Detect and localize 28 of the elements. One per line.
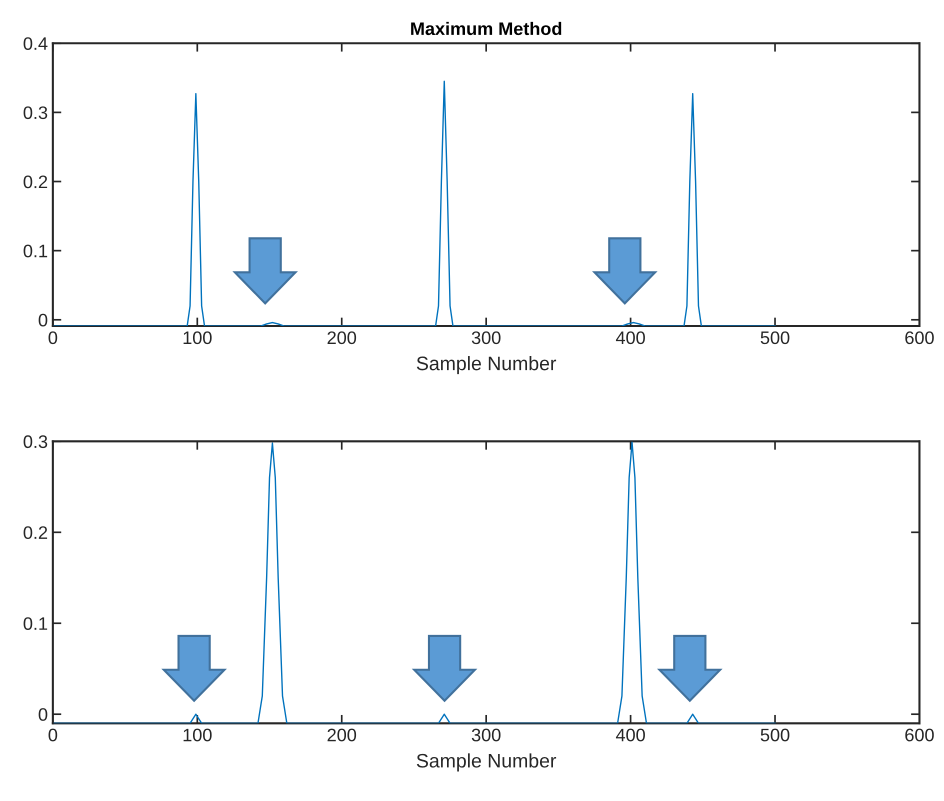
- y-tick-label: 0.1: [24, 617, 48, 630]
- y-tick-label: 0.2: [24, 526, 48, 540]
- x-tick-label: 0: [48, 728, 58, 742]
- x-tick-label: 200: [328, 331, 356, 344]
- x-axis-title: Sample Number: [416, 753, 556, 772]
- y-tick-label: 0.1: [24, 244, 48, 258]
- y-tick-label: 0.4: [24, 37, 48, 50]
- chart-title: Maximum Method: [411, 22, 562, 36]
- x-tick-label: 400: [616, 331, 645, 344]
- y-tick-label: 0.3: [24, 435, 48, 448]
- line-series: [54, 442, 776, 724]
- x-tick-label: 200: [328, 728, 356, 742]
- x-tick-label: 600: [905, 331, 934, 344]
- y-tick-label: 0: [38, 708, 48, 721]
- y-tick-label: 0.3: [24, 106, 48, 120]
- y-tick-label: 0: [38, 314, 48, 327]
- x-tick-label: 100: [184, 331, 212, 344]
- line-series: [54, 80, 776, 326]
- x-tick-label: 500: [760, 728, 790, 742]
- x-tick-label: 600: [905, 728, 934, 742]
- x-tick-label: 400: [616, 728, 645, 742]
- x-tick-label: 300: [472, 728, 501, 742]
- x-tick-label: 300: [472, 331, 501, 344]
- x-tick-label: 100: [184, 728, 212, 742]
- x-tick-label: 0: [48, 331, 58, 344]
- x-axis-title: Sample Number: [416, 356, 556, 374]
- x-tick-label: 500: [760, 331, 790, 344]
- y-tick-label: 0.2: [24, 175, 48, 188]
